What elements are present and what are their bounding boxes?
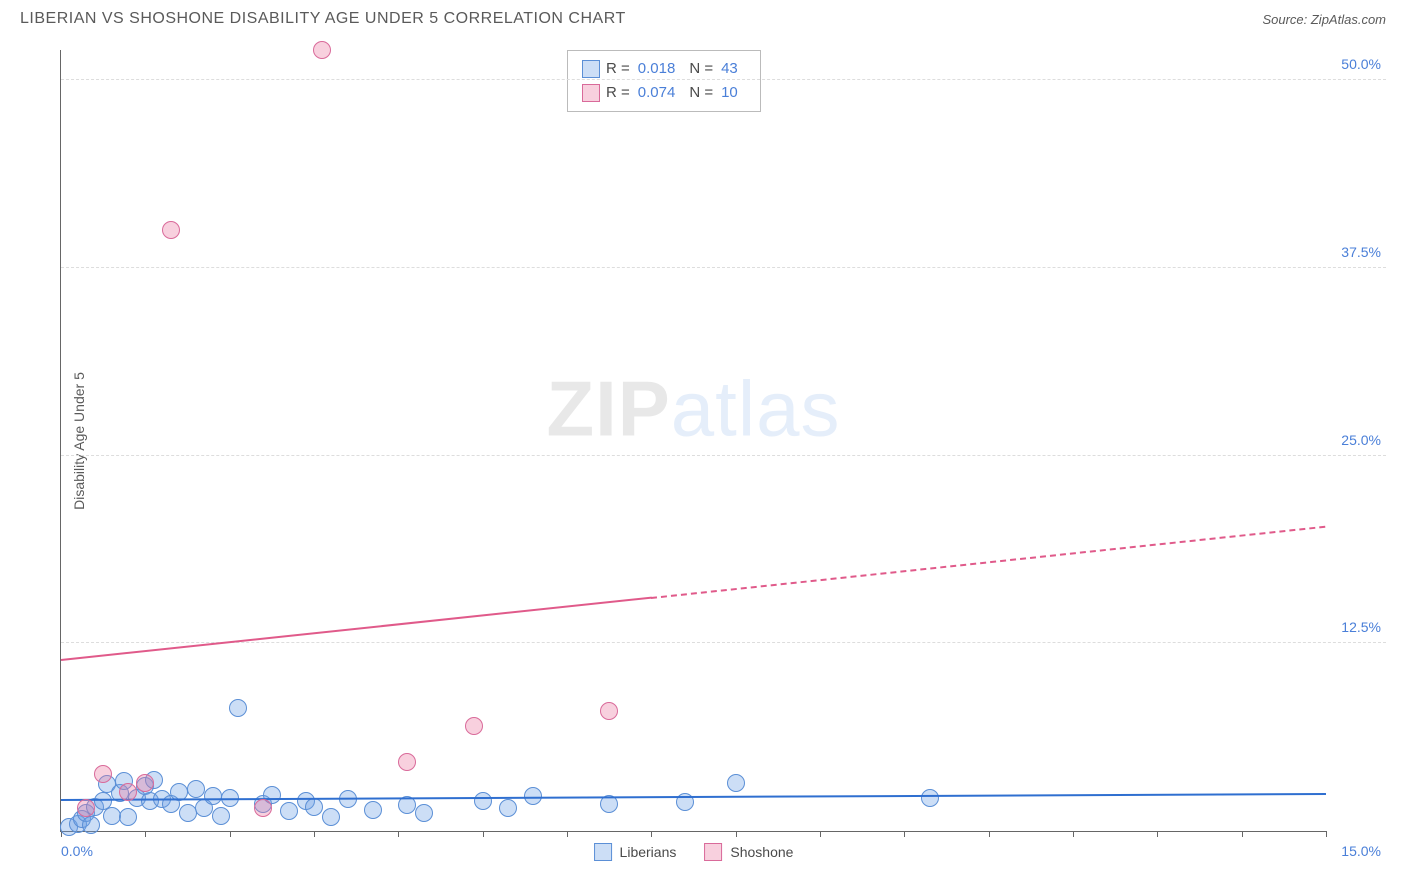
data-point <box>727 774 745 792</box>
data-point <box>229 699 247 717</box>
data-point <box>204 787 222 805</box>
data-point <box>305 798 323 816</box>
x-tick-mark <box>1073 831 1074 837</box>
gridline <box>61 79 1386 80</box>
data-point <box>254 799 272 817</box>
gridline <box>61 455 1386 456</box>
y-tick-label: 25.0% <box>1341 432 1381 448</box>
data-point <box>600 702 618 720</box>
x-tick-mark <box>483 831 484 837</box>
stats-row-shoshone: R =0.074 N =10 <box>582 81 746 105</box>
gridline <box>61 267 1386 268</box>
x-tick-mark <box>314 831 315 837</box>
data-point <box>921 789 939 807</box>
swatch-shoshone <box>582 84 600 102</box>
y-tick-label: 12.5% <box>1341 619 1381 635</box>
data-point <box>499 799 517 817</box>
x-tick-mark <box>736 831 737 837</box>
x-tick-mark <box>1326 831 1327 837</box>
swatch-liberians-icon <box>594 843 612 861</box>
data-point <box>212 807 230 825</box>
data-point <box>77 799 95 817</box>
y-tick-label: 50.0% <box>1341 56 1381 72</box>
data-point <box>415 804 433 822</box>
x-tick-mark <box>651 831 652 837</box>
y-tick-label: 37.5% <box>1341 244 1381 260</box>
x-tick-mark <box>145 831 146 837</box>
data-point <box>119 783 137 801</box>
legend-label-liberians: Liberians <box>620 844 677 860</box>
legend-label-shoshone: Shoshone <box>730 844 793 860</box>
source-label: Source: ZipAtlas.com <box>1262 12 1386 27</box>
data-point <box>136 774 154 792</box>
x-axis-max-label: 15.0% <box>1341 843 1381 859</box>
data-point <box>103 807 121 825</box>
x-tick-mark <box>567 831 568 837</box>
data-point <box>313 41 331 59</box>
data-point <box>179 804 197 822</box>
data-point <box>280 802 298 820</box>
x-tick-mark <box>989 831 990 837</box>
watermark: ZIPatlas <box>546 364 840 455</box>
trend-line <box>651 526 1326 599</box>
legend-item-shoshone: Shoshone <box>704 843 793 861</box>
plot-region: ZIPatlas R =0.018 N =43 R =0.074 N =10 0… <box>60 50 1326 832</box>
swatch-liberians <box>582 60 600 78</box>
trend-line <box>61 597 652 661</box>
x-tick-mark <box>398 831 399 837</box>
gridline <box>61 642 1386 643</box>
x-axis-min-label: 0.0% <box>61 843 93 859</box>
data-point <box>82 816 100 834</box>
data-point <box>474 792 492 810</box>
chart-area: Disability Age Under 5 ZIPatlas R =0.018… <box>50 50 1386 832</box>
x-tick-mark <box>1157 831 1158 837</box>
chart-title: LIBERIAN VS SHOSHONE DISABILITY AGE UNDE… <box>20 10 626 28</box>
data-point <box>364 801 382 819</box>
data-point <box>398 753 416 771</box>
legend-item-liberians: Liberians <box>594 843 677 861</box>
data-point <box>322 808 340 826</box>
x-tick-mark <box>1242 831 1243 837</box>
x-tick-mark <box>904 831 905 837</box>
data-point <box>119 808 137 826</box>
data-point <box>465 717 483 735</box>
stats-legend: R =0.018 N =43 R =0.074 N =10 <box>567 50 761 112</box>
x-tick-mark <box>820 831 821 837</box>
stats-row-liberians: R =0.018 N =43 <box>582 57 746 81</box>
x-tick-mark <box>230 831 231 837</box>
data-point <box>187 780 205 798</box>
swatch-shoshone-icon <box>704 843 722 861</box>
data-point <box>94 765 112 783</box>
series-legend: Liberians Shoshone <box>594 843 794 861</box>
data-point <box>162 221 180 239</box>
